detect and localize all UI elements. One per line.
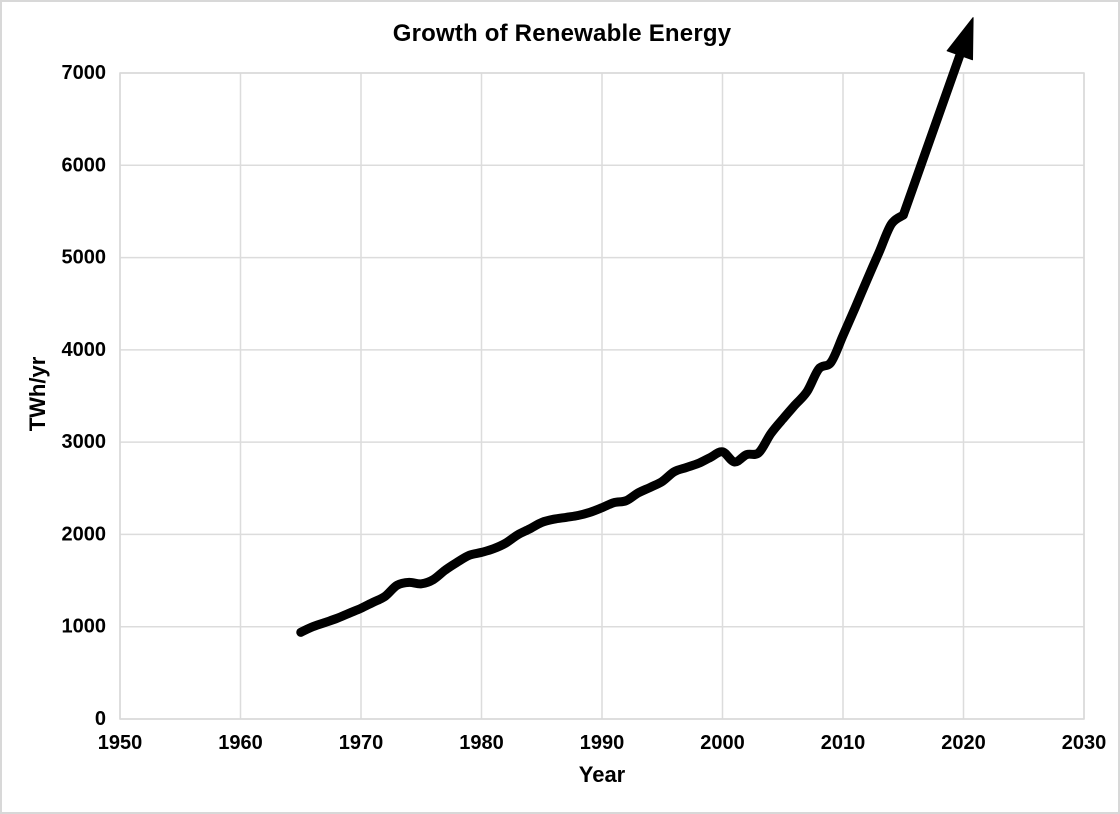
x-tick-label: 1960 bbox=[218, 732, 263, 754]
y-tick-label: 5000 bbox=[62, 247, 107, 269]
y-tick-label: 3000 bbox=[62, 431, 107, 453]
y-tick-label: 6000 bbox=[62, 154, 107, 176]
x-tick-label: 1950 bbox=[98, 732, 143, 754]
trend-arrow-shaft bbox=[898, 37, 969, 220]
trend-arrow-head bbox=[946, 17, 974, 61]
y-axis-title: TWh/yr bbox=[25, 356, 50, 432]
y-tick-label: 7000 bbox=[62, 62, 107, 84]
y-tick-label: 1000 bbox=[62, 616, 107, 638]
x-tick-label: 2010 bbox=[821, 732, 866, 754]
y-tick-label: 0 bbox=[95, 708, 106, 730]
x-axis-title: Year bbox=[578, 762, 626, 787]
x-tick-label: 2000 bbox=[700, 732, 745, 754]
x-tick-label: 1980 bbox=[459, 732, 504, 754]
y-tick-label: 2000 bbox=[62, 523, 107, 545]
y-tick-label: 4000 bbox=[62, 339, 107, 361]
x-tick-label: 1970 bbox=[339, 732, 384, 754]
plot-border bbox=[119, 72, 1085, 720]
data-line bbox=[296, 210, 908, 637]
x-tick-label: 2030 bbox=[1062, 732, 1107, 754]
x-tick-label: 2020 bbox=[941, 732, 986, 754]
x-tick-label: 1990 bbox=[580, 732, 625, 754]
chart-title: Growth of Renewable Energy bbox=[392, 20, 732, 47]
